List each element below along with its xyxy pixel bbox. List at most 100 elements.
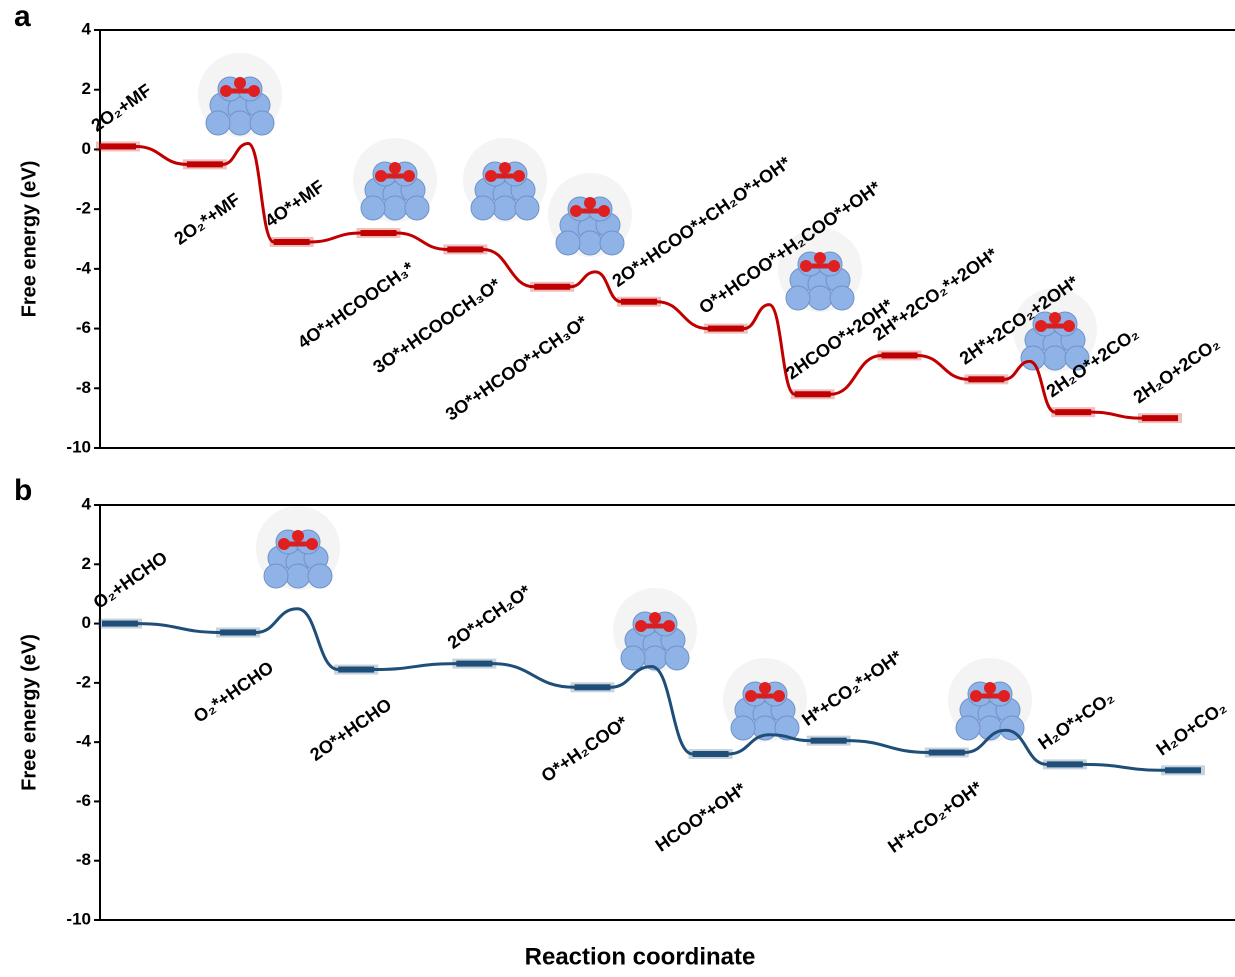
structure-icon [198,53,282,137]
icon-oxygen [773,690,785,702]
state-label: 4O*+MF [261,176,328,231]
state-label: O₂*+HCHO [190,657,277,726]
icon-oxygen [485,170,497,182]
state-label: 2O*+HCHO [306,694,395,765]
state-label: 2O₂+MF [88,80,156,136]
icon-atom [383,196,407,220]
energy-level-core [534,284,570,290]
energy-level-core [621,299,657,305]
energy-level-core [882,352,918,358]
y-tick-label: -6 [76,318,91,337]
energy-line [100,143,1178,418]
state-label: 3O*+HCOO*+CH₃O* [442,312,591,425]
icon-atom [578,231,602,255]
icon-oxygen [248,85,260,97]
energy-level-core [274,239,310,245]
icon-oxygen [663,620,675,632]
icon-atom [556,231,580,255]
structure-icon [548,173,632,257]
y-tick-label: -10 [66,437,91,456]
state-label: H*+CO₂+OH* [884,777,986,856]
icon-oxygen [234,77,246,89]
icon-oxygen [1049,312,1061,324]
energy-level-core [929,750,965,756]
icon-oxygen [1063,320,1075,332]
state-label: 4O*+HCOOCH₃* [294,258,418,353]
structure-icon [463,138,547,222]
icon-oxygen [278,538,290,550]
icon-atom [830,286,854,310]
icon-atom [956,716,980,740]
icon-atom [786,286,810,310]
y-tick-label: 0 [82,139,91,158]
energy-level-core [100,143,136,149]
y-tick-label: 2 [82,554,91,573]
structure-icon [613,588,697,672]
y-axis-label: Free energy (eV) [18,634,40,791]
state-label: H₂O+CO₂ [1153,697,1230,760]
y-tick-label: 4 [82,494,92,513]
icon-atom [361,196,385,220]
energy-level-core [1142,415,1178,421]
icon-atom [286,564,310,588]
energy-level-core [447,246,483,252]
icon-oxygen [649,612,661,624]
icon-atom [264,564,288,588]
y-tick-label: 4 [82,19,92,38]
icon-oxygen [984,682,996,694]
y-tick-label: -8 [76,850,91,869]
energy-level-core [574,684,610,690]
icon-oxygen [635,620,647,632]
icon-atom [665,646,689,670]
icon-oxygen [584,197,596,209]
icon-oxygen [814,252,826,264]
structure-icon [353,138,437,222]
y-tick-label: -10 [66,909,91,928]
icon-atom [493,196,517,220]
structure-icon [256,506,340,590]
energy-level-core [693,751,729,757]
energy-level-core [338,667,374,673]
icon-oxygen [306,538,318,550]
y-axis-label: Free energy (eV) [18,161,40,318]
y-tick-label: -6 [76,791,91,810]
icon-atom [808,286,832,310]
icon-atom [1043,346,1067,370]
y-tick-label: 2 [82,79,91,98]
energy-level-core [1055,409,1091,415]
energy-level-core [102,621,138,627]
y-tick-label: -8 [76,378,91,397]
energy-level-core [795,391,831,397]
icon-atom [308,564,332,588]
energy-level-core [708,326,744,332]
state-label: H*+CO₂*+OH* [798,646,905,730]
icon-atom [600,231,624,255]
structure-icon [948,658,1032,742]
state-label: HCOO*+OH* [652,779,750,856]
icon-oxygen [970,690,982,702]
x-axis-label: Reaction coordinate [525,943,756,970]
state-label: O*+H₂COO* [538,712,632,786]
icon-oxygen [499,162,511,174]
y-tick-label: -2 [76,199,91,218]
icon-oxygen [389,162,401,174]
structure-icon [723,658,807,742]
panel-label: b [14,474,32,507]
icon-oxygen [292,530,304,542]
icon-oxygen [759,682,771,694]
energy-level-core [187,161,223,167]
energy-level-core [811,738,847,744]
icon-atom [405,196,429,220]
icon-oxygen [513,170,525,182]
energy-level-core [968,376,1004,382]
icon-oxygen [998,690,1010,702]
energy-level-core [361,230,397,236]
y-tick-label: 0 [82,613,91,632]
y-tick-label: -4 [76,258,92,277]
icon-atom [621,646,645,670]
state-label: 2O₂*+MF [171,189,244,249]
icon-oxygen [800,260,812,272]
icon-atom [731,716,755,740]
icon-atom [515,196,539,220]
page: {"chart_data": [ {"type": "line", "label… [0,0,1235,977]
